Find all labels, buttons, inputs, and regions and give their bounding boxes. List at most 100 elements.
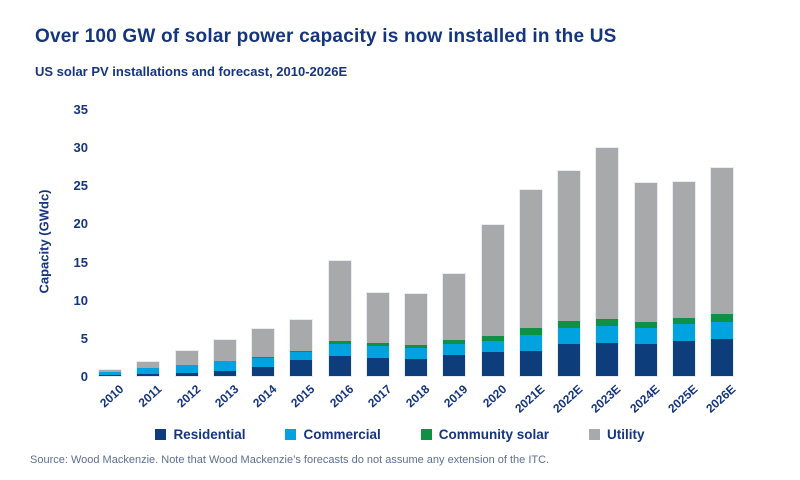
bar-segment-commercial — [634, 328, 657, 344]
bar-segment-commercial — [596, 326, 619, 343]
bar-segment-residential — [711, 339, 733, 377]
bar-2014[interactable] — [252, 329, 274, 377]
x-axis-tick-label: 2024E — [626, 382, 662, 416]
legend-item-residential[interactable]: Residential — [155, 427, 245, 442]
x-axis-tick-label: 2012 — [173, 382, 203, 411]
bar-segment-residential — [405, 358, 427, 377]
bar-segment-commercial — [137, 368, 160, 375]
x-axis-tick-label: 2017 — [364, 382, 395, 411]
source-note: Source: Wood Mackenzie. Note that Wood M… — [30, 454, 550, 466]
bar-segment-community_solar — [481, 336, 504, 341]
bar-segment-utility — [558, 171, 580, 322]
bar-segment-residential — [213, 370, 236, 377]
legend-item-community_solar[interactable]: Community solar — [420, 427, 550, 442]
legend-label: Commercial — [303, 427, 381, 442]
legend-label: Utility — [607, 427, 645, 442]
bar-segment-utility — [672, 181, 695, 319]
bar-segment-utility — [443, 273, 466, 340]
page-title: Over 100 GW of solar power capacity is n… — [35, 26, 617, 47]
bar-segment-commercial — [252, 358, 274, 367]
bar-2021E[interactable] — [519, 190, 542, 377]
chart-subtitle: US solar PV installations and forecast, … — [35, 64, 348, 79]
bar-segment-commercial — [558, 328, 580, 344]
bar-segment-utility — [99, 370, 121, 372]
bar-2019[interactable] — [443, 273, 466, 377]
bar-2018[interactable] — [405, 294, 427, 377]
bar-segment-community_solar — [252, 357, 274, 359]
bar-segment-community_solar — [711, 314, 733, 323]
x-axis-tick-label: 2021E — [511, 382, 548, 416]
x-axis-tick-label: 2019 — [441, 382, 471, 411]
x-axis-tick-label: 2013 — [211, 382, 242, 411]
bar-segment-community_solar — [366, 343, 389, 347]
legend-swatch-community_solar — [420, 429, 432, 440]
legend-item-utility[interactable]: Utility — [589, 427, 645, 442]
legend-label: Community solar — [438, 427, 550, 442]
bar-2013[interactable] — [213, 340, 236, 377]
bar-segment-residential — [634, 343, 657, 377]
x-axis-tick-label: 2016 — [326, 382, 356, 411]
bar-segment-commercial — [328, 343, 351, 356]
bar-segment-residential — [443, 355, 466, 377]
bar-segment-commercial — [443, 344, 466, 356]
x-axis-tick-label: 2015 — [288, 382, 318, 411]
x-axis-tick-label: 2011 — [135, 382, 165, 410]
x-axis-tick-label: 2010 — [97, 382, 127, 411]
bar-segment-commercial — [672, 323, 695, 342]
bar-segment-residential — [290, 360, 313, 377]
bar-segment-residential — [481, 352, 504, 377]
bar-segment-residential — [672, 341, 695, 377]
y-axis-tick-label: 25 — [73, 178, 88, 194]
bar-segment-utility — [213, 340, 236, 362]
bar-segment-utility — [366, 292, 389, 344]
bar-2011[interactable] — [137, 362, 160, 377]
legend-swatch-residential — [155, 429, 167, 440]
bar-segment-commercial — [290, 352, 313, 361]
bar-segment-community_solar — [519, 327, 542, 336]
bar-segment-utility — [328, 261, 351, 342]
x-axis-tick-label: 2018 — [403, 382, 433, 411]
bar-segment-commercial — [405, 348, 427, 359]
bar-2023E[interactable] — [596, 148, 619, 377]
bar-2024E[interactable] — [634, 182, 657, 377]
bar-segment-community_solar — [405, 345, 427, 349]
x-axis-tick-label: 2023E — [588, 382, 624, 416]
bar-segment-utility — [481, 224, 504, 337]
y-axis-tick-label: 35 — [73, 102, 88, 117]
x-axis-tick-label: 2014 — [250, 382, 280, 411]
legend-item-commercial[interactable]: Commercial — [285, 427, 381, 442]
bar-segment-utility — [596, 148, 619, 319]
bar-segment-commercial — [711, 322, 733, 340]
bar-segment-residential — [558, 343, 580, 377]
bar-2026E[interactable] — [711, 167, 733, 377]
bar-2010[interactable] — [99, 370, 121, 377]
legend-swatch-commercial — [285, 429, 297, 440]
bar-2017[interactable] — [366, 292, 389, 377]
x-axis-tick-label: 2025E — [664, 382, 701, 416]
bar-2022E[interactable] — [558, 171, 580, 377]
chart-legend: Residential Commercial Community solar Util… — [0, 427, 800, 442]
y-axis-tick-label: 20 — [73, 216, 88, 232]
bar-2015[interactable] — [290, 320, 313, 377]
bar-segment-utility — [175, 350, 198, 365]
bar-segment-community_solar — [672, 318, 695, 324]
bar-segment-residential — [366, 357, 389, 377]
bar-segment-residential — [519, 350, 542, 377]
y-axis-tick-label: 30 — [73, 140, 88, 156]
bar-2016[interactable] — [328, 261, 351, 377]
bar-segment-residential — [137, 374, 160, 377]
bar-segment-community_solar — [634, 322, 657, 329]
x-axis-tick-label: 2022E — [550, 382, 586, 416]
bar-segment-utility — [137, 362, 160, 369]
bar-segment-utility — [519, 190, 542, 328]
bar-2012[interactable] — [175, 350, 198, 377]
bar-segment-community_solar — [290, 350, 313, 353]
bar-2025E[interactable] — [672, 181, 695, 377]
bar-segment-utility — [252, 329, 274, 358]
bar-2020[interactable] — [481, 224, 504, 377]
legend-label: Residential — [173, 427, 246, 442]
bar-segment-utility — [405, 294, 427, 346]
bar-segment-utility — [634, 182, 657, 323]
bar-segment-residential — [328, 355, 351, 377]
